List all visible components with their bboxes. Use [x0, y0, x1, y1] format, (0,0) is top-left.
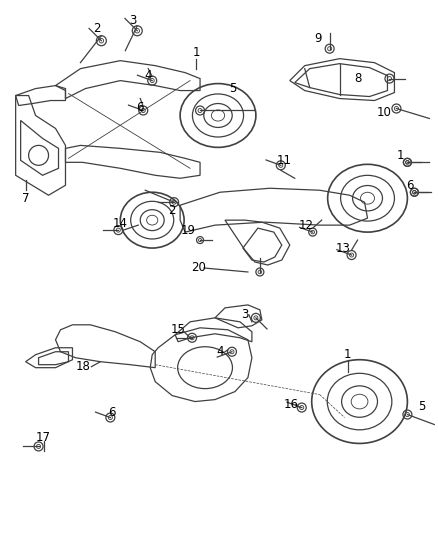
Text: 4: 4: [216, 345, 224, 358]
Text: 11: 11: [276, 154, 291, 167]
Text: 5: 5: [229, 82, 237, 95]
Text: 2: 2: [93, 22, 100, 35]
Text: 1: 1: [344, 348, 351, 361]
Text: 1: 1: [192, 46, 200, 59]
Text: 3: 3: [130, 14, 137, 27]
Text: 19: 19: [180, 224, 196, 237]
Text: 8: 8: [354, 72, 361, 85]
Text: 2: 2: [168, 204, 176, 217]
Text: 6: 6: [109, 406, 116, 419]
Text: 5: 5: [418, 400, 425, 413]
Text: 1: 1: [397, 149, 404, 162]
Text: 15: 15: [171, 324, 186, 336]
Text: 3: 3: [241, 309, 249, 321]
Text: 9: 9: [314, 32, 321, 45]
Text: 18: 18: [76, 360, 91, 373]
Text: 7: 7: [22, 192, 29, 205]
Text: 16: 16: [283, 398, 298, 411]
Text: 17: 17: [36, 431, 51, 444]
Text: 6: 6: [406, 179, 413, 192]
Text: 12: 12: [298, 219, 313, 232]
Text: 10: 10: [377, 106, 392, 119]
Text: 6: 6: [137, 101, 144, 114]
Text: 4: 4: [145, 69, 152, 82]
Text: 14: 14: [113, 216, 128, 230]
Text: 13: 13: [336, 241, 351, 255]
Text: 20: 20: [191, 262, 205, 274]
